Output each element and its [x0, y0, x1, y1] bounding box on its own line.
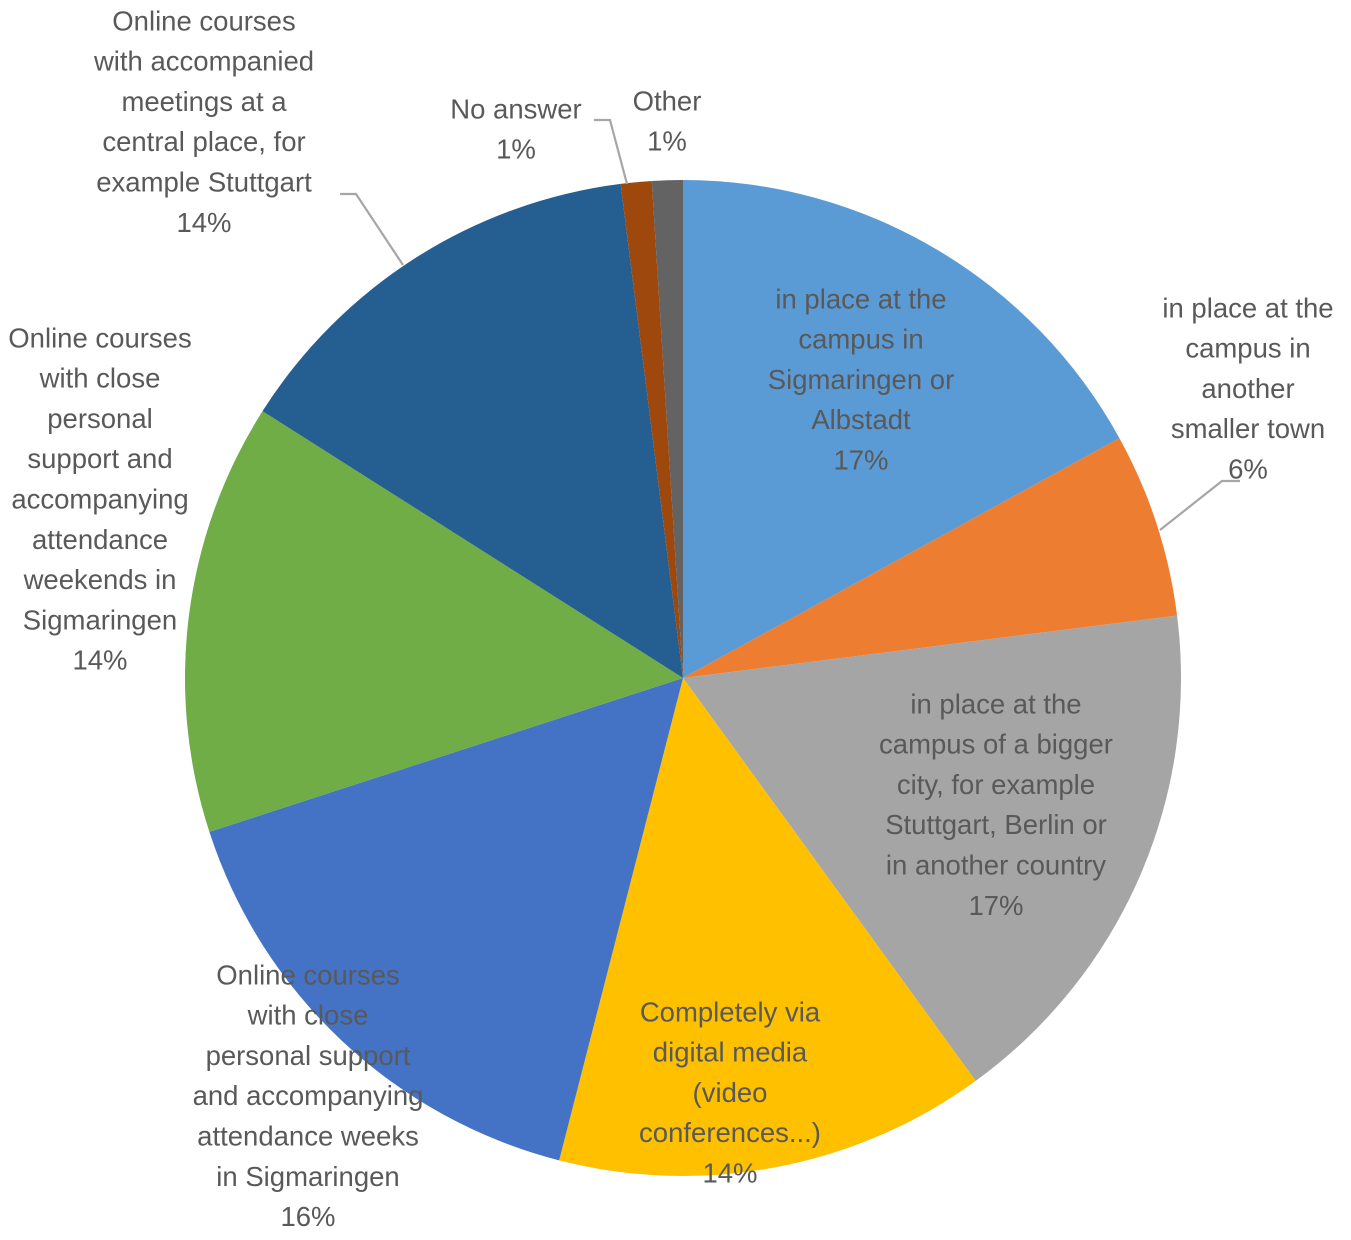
- slice-value-label: 14%: [702, 1157, 757, 1188]
- slice-label-line: personal: [47, 403, 153, 434]
- slice-label-online-courses-with-close-personal-suppo: Online courses with close personal support…: [193, 959, 424, 1232]
- slice-label-line: with close: [39, 363, 161, 394]
- slice-label-in-place-at-the-campus-in-another-smalle: in place at the campus in another smaller t…: [1162, 292, 1333, 484]
- slice-label-line: (video: [693, 1077, 768, 1108]
- slice-label-line: in Sigmaringen: [216, 1161, 399, 1192]
- slice-label-line: personal support: [206, 1040, 411, 1071]
- slice-label-line: conferences...): [639, 1117, 821, 1148]
- slice-label-line: Completely via: [640, 996, 821, 1027]
- slice-label-line: campus of a bigger: [879, 729, 1113, 760]
- slice-label-line: and accompanying: [193, 1080, 424, 1111]
- pie-slice-other: [651, 180, 683, 678]
- leader-line-online-courses-with-accompanied-meetings: [340, 192, 404, 266]
- pie-slice-in-place-at-the-campus-in-another-smalle: [683, 438, 1178, 678]
- slice-label-online-courses-with-close-personal-suppo: Online courses with close personal support …: [8, 322, 191, 675]
- slice-label-line: with close: [247, 1000, 369, 1031]
- slice-value-label: 16%: [280, 1201, 335, 1232]
- slice-label-other: Other 1%: [633, 85, 702, 156]
- slice-label-line: in place at the: [910, 688, 1081, 719]
- pie-slice-in-place-at-the-campus-of-a-bigger-city-: [683, 615, 1181, 1081]
- slice-label-line: attendance: [32, 524, 168, 555]
- slice-label-line: support and: [27, 443, 172, 474]
- slice-label-line: Online courses: [8, 322, 191, 353]
- slice-label-line: Other: [633, 85, 702, 116]
- slice-label-in-place-at-the-campus-of-a-bigger-city-: in place at the campus of a bigger city, f…: [879, 688, 1113, 921]
- slice-label-line: attendance weeks: [197, 1120, 419, 1151]
- slice-value-label: 14%: [176, 207, 231, 238]
- slice-label-line: example Stuttgart: [96, 166, 312, 197]
- slice-label-no-answer: No answer 1%: [450, 93, 581, 164]
- pie-slice-online-courses-with-accompanied-meetings: [262, 183, 683, 678]
- leader-line-in-place-at-the-campus-in-another-smalle: [1159, 479, 1240, 531]
- slice-label-line: No answer: [450, 93, 581, 124]
- slice-label-line: another: [1201, 373, 1294, 404]
- slice-label-line: Online courses: [112, 5, 295, 36]
- slice-label-line: city, for example: [897, 769, 1095, 800]
- pie-slice-online-courses-with-close-personal-suppo: [185, 411, 684, 832]
- slice-label-line: in place at the: [1162, 292, 1333, 323]
- slice-label-line: Online courses: [216, 959, 399, 990]
- slice-value-label: 6%: [1228, 453, 1268, 484]
- slice-label-line: with accompanied: [93, 46, 314, 77]
- slice-value-label: 14%: [72, 645, 127, 676]
- slice-label-line: Albstadt: [811, 404, 911, 435]
- slice-label-line: smaller town: [1171, 413, 1325, 444]
- slice-label-line: meetings at a: [121, 86, 287, 117]
- slice-label-line: campus in: [1185, 333, 1310, 364]
- slice-label-line: digital media: [653, 1037, 808, 1068]
- slice-value-label: 17%: [833, 444, 888, 475]
- slice-label-line: Sigmaringen or: [768, 364, 954, 395]
- slice-value-label: 1%: [496, 134, 536, 165]
- slice-label-line: Stuttgart, Berlin or: [885, 809, 1107, 840]
- leader-line-no-answer: [594, 118, 629, 185]
- pie-slice-no-answer: [620, 180, 683, 678]
- slice-label-line: central place, for: [102, 126, 305, 157]
- slice-label-line: accompanying: [11, 483, 188, 514]
- pie-slice-online-courses-with-close-personal-suppo: [209, 678, 684, 1161]
- slice-label-in-place-at-the-campus-in-sigmaringen-or: in place at the campus in Sigmaringen or Al…: [768, 283, 954, 475]
- slice-value-label: 1%: [647, 126, 687, 157]
- pie-slice-in-place-at-the-campus-in-sigmaringen-or: [683, 180, 1120, 678]
- slice-label-line: in another country: [886, 849, 1106, 880]
- pie-slice-completely-via-digital-media-video-confe: [559, 678, 976, 1176]
- slice-label-online-courses-with-accompanied-meetings: Online courses with accompanied meetings a…: [93, 5, 314, 238]
- slice-label-line: campus in: [798, 324, 923, 355]
- slice-value-label: 17%: [968, 890, 1023, 921]
- slice-label-line: weekends in: [23, 564, 177, 595]
- slice-label-line: Sigmaringen: [23, 604, 177, 635]
- slice-label-line: in place at the: [775, 283, 946, 314]
- slice-label-completely-via-digital-media-video-confe: Completely via digital media (video confere…: [639, 996, 821, 1188]
